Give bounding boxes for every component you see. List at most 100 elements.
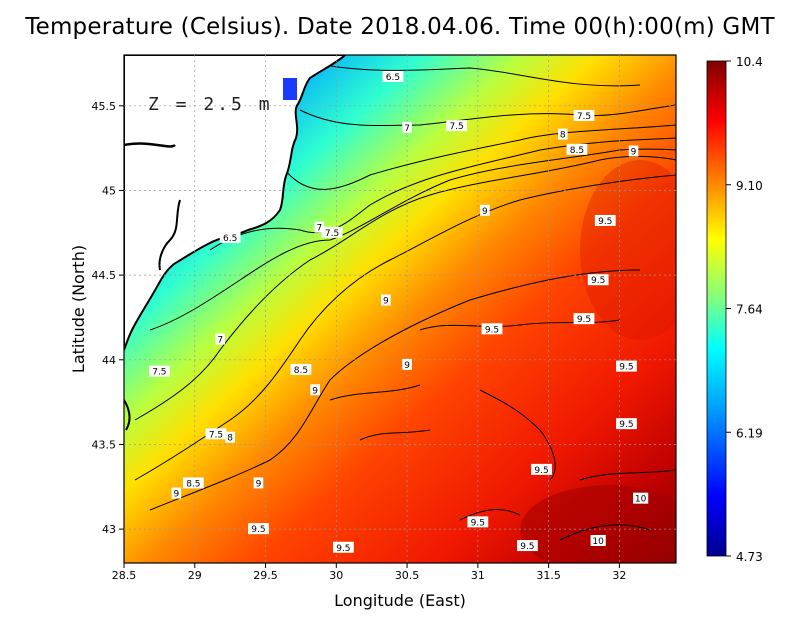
contour-label-text: 9.5: [520, 542, 534, 552]
y-tick-label: 44: [102, 354, 116, 367]
contour-label: 10: [633, 492, 649, 505]
river-mouth: [283, 78, 297, 100]
contour-label-box: [332, 541, 354, 553]
contour-label-text: 7.5: [325, 229, 339, 239]
x-tick-label: 31.5: [536, 569, 561, 582]
contour-label: 10: [590, 534, 606, 547]
contour-label: 9.5: [531, 463, 552, 476]
contour-label-text: 9.5: [471, 518, 485, 528]
contour-label: 8.5: [290, 363, 312, 376]
x-tick-label: 32: [612, 569, 626, 582]
contour-label: 9.5: [481, 323, 503, 335]
contour-label-box: [314, 221, 325, 233]
contour-label-text: 8: [227, 434, 233, 444]
contour-line: [149, 269, 641, 511]
contour-line: [329, 384, 421, 401]
colorbar-tick-label: 6.19: [736, 426, 763, 440]
contour-label: 8.5: [182, 477, 204, 489]
contour-label: 7.5: [446, 120, 468, 132]
contour-line: [479, 389, 556, 481]
contour-label-text: 6.5: [223, 234, 237, 244]
contour-line: [134, 174, 676, 481]
contour-label-text: 7.5: [449, 122, 463, 132]
contour-label-text: 9.5: [619, 363, 633, 373]
x-tick-label: 30: [329, 569, 343, 582]
contour-label-text: 10: [592, 537, 604, 547]
contour-label: 9.5: [467, 516, 489, 528]
contour-label-box: [321, 226, 343, 238]
land-west: [124, 55, 347, 351]
contour-label-box: [594, 214, 616, 226]
contour-label: 8: [557, 128, 568, 141]
contour-label-box: [531, 463, 552, 475]
warm-patch: [580, 160, 676, 340]
contour-label-text: 7: [404, 124, 410, 134]
contour-label: 6.5: [219, 231, 241, 244]
y-tick-label: 45: [102, 184, 116, 197]
y-axis-ticks: 43 43.5 44 44.5 45 45.5: [92, 100, 124, 536]
contour-label-box: [573, 313, 595, 325]
contour-label-box: [628, 145, 639, 157]
contour-line: [579, 469, 676, 481]
contour-label-box: [616, 360, 637, 372]
contour-label-box: [481, 323, 503, 335]
contour-label: 7.5: [321, 226, 343, 239]
contour-label-text: 7: [217, 335, 223, 345]
contour-line: [209, 137, 676, 251]
contour-labels: 6.57.57 7.588.5 999.56.577.59.599.59.5797.…: [148, 71, 649, 554]
contour-label-box: [587, 274, 609, 286]
contour-label-text: 9: [404, 361, 410, 371]
contour-label-box: [219, 231, 241, 243]
colorbar-tick-label: 4.73: [736, 550, 763, 564]
contour-label-text: 9.5: [251, 525, 265, 535]
colorbar-tick-label: 10.4: [736, 55, 763, 69]
contour-label: 9: [628, 145, 639, 158]
x-tick-label: 30.5: [395, 569, 420, 582]
contour-label-box: [215, 333, 226, 345]
coastline: [158, 199, 181, 271]
colorbar: [706, 60, 727, 557]
contour-label-box: [290, 363, 312, 375]
contour-label-text: 9.5: [336, 544, 350, 554]
contour-label: 7: [215, 333, 226, 345]
contour-label-box: [402, 358, 412, 370]
contour-label-text: 9: [174, 490, 180, 500]
contour-label-text: 7.5: [209, 430, 223, 440]
contour-label: 9.5: [616, 418, 637, 430]
contour-lines: [134, 59, 676, 541]
contour-label: 9.5: [516, 540, 538, 552]
contour-label: 9.5: [332, 541, 354, 554]
contour-label: 9: [480, 204, 490, 217]
contour-label: 8: [225, 431, 235, 444]
contour-line: [359, 429, 431, 441]
contour-label-box: [402, 121, 412, 133]
contour-label-box: [148, 365, 170, 377]
contour-label-box: [566, 143, 588, 155]
contour-label-text: 7.5: [152, 368, 166, 378]
contour-label: 9.5: [248, 523, 269, 535]
contour-label-text: 8.5: [294, 366, 308, 376]
contour-line: [559, 524, 651, 541]
contour-label-text: 9: [383, 297, 389, 307]
y-axis-label: Latitude (North): [69, 245, 88, 373]
gridlines: [124, 55, 676, 563]
contour-label-text: 9.5: [591, 276, 605, 286]
warm-patch: [520, 485, 676, 563]
contour-label: 9: [171, 487, 182, 500]
contour-label-text: 8: [560, 131, 566, 141]
contour-line: [299, 104, 676, 127]
contour-label: 9.5: [594, 214, 616, 227]
contour-label: 9: [402, 358, 412, 371]
contour-label-box: [225, 431, 235, 443]
contour-label-text: 9: [256, 479, 262, 489]
contour-line: [149, 148, 676, 331]
contour-label-box: [205, 428, 227, 440]
contour-label-box: [182, 477, 204, 489]
contour-label: 7.5: [148, 365, 170, 378]
contour-label-box: [248, 523, 269, 535]
contour-label: 9.5: [573, 313, 595, 325]
plot-frame: [123, 54, 677, 564]
y-tick-label: 43: [102, 523, 116, 536]
contour-label: 7: [314, 221, 325, 234]
